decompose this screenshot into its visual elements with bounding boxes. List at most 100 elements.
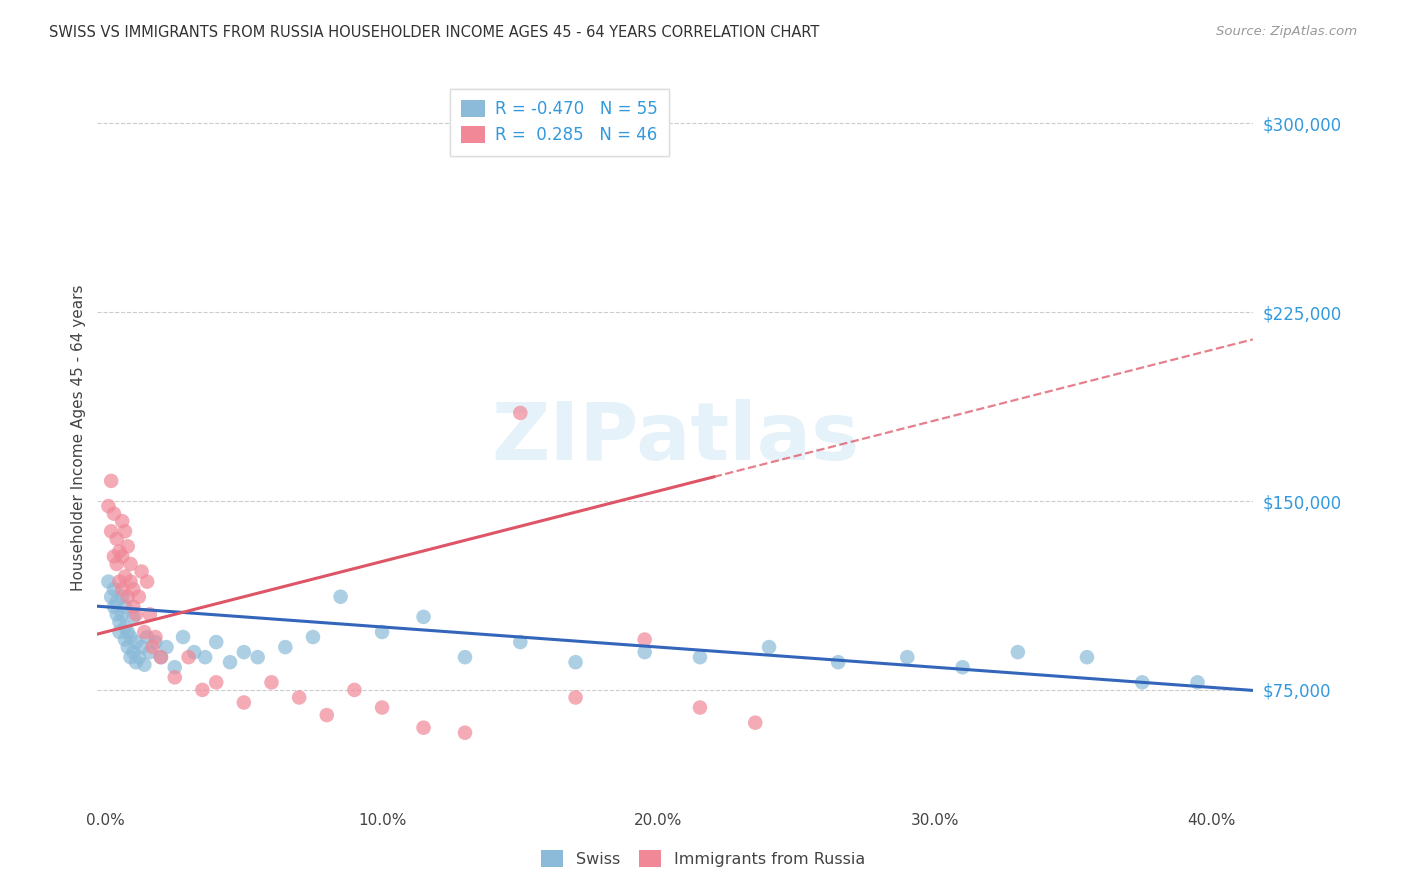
Point bbox=[183, 645, 205, 659]
Point bbox=[1007, 645, 1029, 659]
Point bbox=[139, 607, 162, 622]
Point bbox=[371, 625, 394, 640]
Point bbox=[97, 574, 120, 589]
Point bbox=[114, 620, 136, 634]
Point bbox=[108, 544, 131, 558]
Point bbox=[315, 708, 337, 723]
Point bbox=[454, 725, 477, 739]
Point bbox=[125, 655, 148, 669]
Point bbox=[120, 650, 142, 665]
Point bbox=[412, 721, 434, 735]
Point bbox=[108, 615, 131, 629]
Point bbox=[120, 557, 142, 571]
Point bbox=[149, 650, 172, 665]
Point bbox=[97, 499, 120, 513]
Y-axis label: Householder Income Ages 45 - 64 years: Householder Income Ages 45 - 64 years bbox=[72, 285, 86, 591]
Point bbox=[634, 645, 657, 659]
Point bbox=[108, 625, 131, 640]
Point bbox=[105, 595, 128, 609]
Point bbox=[100, 590, 122, 604]
Point bbox=[145, 630, 167, 644]
Text: Source: ZipAtlas.com: Source: ZipAtlas.com bbox=[1216, 25, 1357, 38]
Point bbox=[689, 650, 711, 665]
Point bbox=[274, 640, 297, 654]
Text: ZIPatlas: ZIPatlas bbox=[491, 399, 859, 477]
Point bbox=[163, 670, 186, 684]
Point bbox=[1187, 675, 1209, 690]
Point bbox=[136, 574, 159, 589]
Point bbox=[194, 650, 217, 665]
Point bbox=[689, 700, 711, 714]
Point bbox=[131, 565, 153, 579]
Point bbox=[288, 690, 311, 705]
Point bbox=[205, 675, 228, 690]
Point bbox=[117, 540, 139, 554]
Point bbox=[1076, 650, 1098, 665]
Point bbox=[125, 635, 148, 649]
Point bbox=[302, 630, 325, 644]
Point bbox=[111, 549, 134, 564]
Point bbox=[246, 650, 269, 665]
Point bbox=[131, 640, 153, 654]
Point bbox=[117, 625, 139, 640]
Point bbox=[114, 524, 136, 539]
Point bbox=[103, 549, 125, 564]
Point bbox=[114, 632, 136, 647]
Point bbox=[205, 635, 228, 649]
Point bbox=[111, 582, 134, 597]
Point bbox=[111, 514, 134, 528]
Point bbox=[343, 682, 366, 697]
Point bbox=[134, 657, 156, 672]
Point bbox=[744, 715, 766, 730]
Point bbox=[117, 640, 139, 654]
Point bbox=[120, 630, 142, 644]
Point bbox=[232, 696, 254, 710]
Point bbox=[125, 607, 148, 622]
Point bbox=[191, 682, 214, 697]
Point bbox=[111, 590, 134, 604]
Point bbox=[758, 640, 780, 654]
Point bbox=[120, 574, 142, 589]
Point bbox=[105, 532, 128, 546]
Point bbox=[172, 630, 194, 644]
Point bbox=[952, 660, 974, 674]
Point bbox=[329, 590, 352, 604]
Point bbox=[100, 524, 122, 539]
Point bbox=[103, 582, 125, 597]
Point bbox=[117, 590, 139, 604]
Point bbox=[155, 640, 177, 654]
Legend: Swiss, Immigrants from Russia: Swiss, Immigrants from Russia bbox=[534, 844, 872, 873]
Point bbox=[114, 599, 136, 614]
Point bbox=[145, 635, 167, 649]
Point bbox=[105, 557, 128, 571]
Point bbox=[219, 655, 242, 669]
Point bbox=[128, 650, 150, 665]
Text: SWISS VS IMMIGRANTS FROM RUSSIA HOUSEHOLDER INCOME AGES 45 - 64 YEARS CORRELATIO: SWISS VS IMMIGRANTS FROM RUSSIA HOUSEHOL… bbox=[49, 25, 820, 40]
Point bbox=[149, 650, 172, 665]
Point bbox=[564, 690, 586, 705]
Point bbox=[136, 630, 159, 644]
Point bbox=[128, 590, 150, 604]
Point bbox=[896, 650, 918, 665]
Point bbox=[105, 607, 128, 622]
Point bbox=[634, 632, 657, 647]
Point bbox=[134, 625, 156, 640]
Point bbox=[108, 574, 131, 589]
Point bbox=[564, 655, 586, 669]
Point bbox=[122, 610, 145, 624]
Point bbox=[371, 700, 394, 714]
Point bbox=[412, 610, 434, 624]
Point bbox=[122, 599, 145, 614]
Point bbox=[139, 645, 162, 659]
Point bbox=[260, 675, 283, 690]
Point bbox=[100, 474, 122, 488]
Point bbox=[111, 607, 134, 622]
Point bbox=[103, 507, 125, 521]
Point bbox=[177, 650, 200, 665]
Point bbox=[1130, 675, 1153, 690]
Legend: R = -0.470   N = 55, R =  0.285   N = 46: R = -0.470 N = 55, R = 0.285 N = 46 bbox=[450, 88, 669, 156]
Point bbox=[232, 645, 254, 659]
Point bbox=[509, 406, 531, 420]
Point bbox=[103, 599, 125, 614]
Point bbox=[163, 660, 186, 674]
